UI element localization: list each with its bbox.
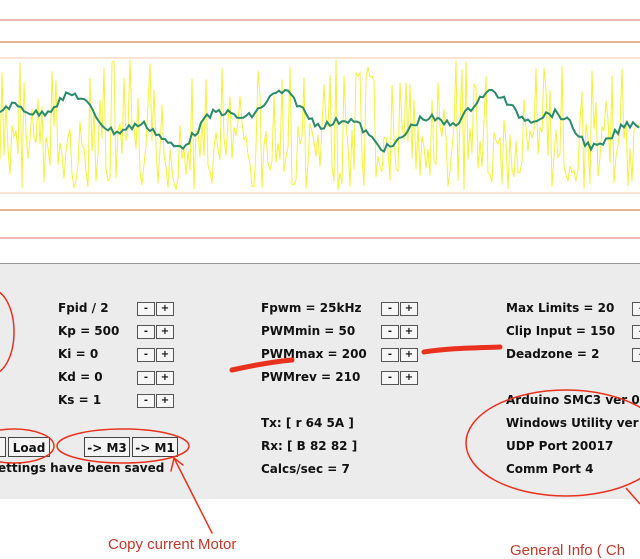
pwmrev-minus-button[interactable]: - (381, 371, 399, 385)
clip-input-stepper: - (632, 325, 640, 339)
comm-port: Comm Port 4 (506, 462, 594, 476)
save-button-partial[interactable] (0, 437, 6, 457)
copy-motor-note: Copy current Motor (108, 536, 237, 553)
feedback-trace (0, 88, 640, 153)
kd-minus-button[interactable]: - (137, 371, 155, 385)
udp-port: UDP Port 20017 (506, 439, 614, 453)
ks-plus-button[interactable]: + (156, 394, 174, 408)
ki-stepper: - + (137, 348, 175, 362)
pwmmin-minus-button[interactable]: - (381, 325, 399, 339)
param-pwmrev: PWMrev = 210 (261, 370, 361, 384)
load-button[interactable]: Load (8, 437, 50, 457)
deadzone-stepper: - (632, 348, 640, 362)
pwmrev-plus-button[interactable]: + (400, 371, 418, 385)
rx-readout: Rx: [ B 82 82 ] (261, 439, 358, 453)
param-kd: Kd = 0 (58, 370, 103, 384)
motor-plot (0, 0, 640, 255)
param-kp: Kp = 500 (58, 324, 120, 338)
arduino-version: Arduino SMC3 ver 0.61 (506, 393, 640, 407)
general-info-note: General Info ( Ch (510, 542, 626, 559)
plot-canvas (0, 19, 640, 239)
pwmmin-stepper: - + (381, 325, 419, 339)
clip-input-minus-button[interactable]: - (632, 325, 640, 339)
param-fpid: Fpid / 2 (58, 301, 109, 315)
fpwm-minus-button[interactable]: - (381, 302, 399, 316)
param-ki: Ki = 0 (58, 347, 99, 361)
pwmmax-minus-button[interactable]: - (381, 348, 399, 362)
drive-signal-trace (0, 59, 640, 192)
save-status-text: ettings have been saved (0, 461, 165, 475)
calcs-readout: Calcs/sec = 7 (261, 462, 350, 476)
kp-plus-button[interactable]: + (156, 325, 174, 339)
kp-minus-button[interactable]: - (137, 325, 155, 339)
pwmmin-plus-button[interactable]: + (400, 325, 418, 339)
fpid-plus-button[interactable]: + (156, 302, 174, 316)
drive-signal-line (0, 59, 640, 192)
param-clip-input: Clip Input = 150 (506, 324, 616, 338)
param-fpwm: Fpwm = 25kHz (261, 301, 362, 315)
fpid-stepper: - + (137, 302, 175, 316)
deadzone-minus-button[interactable]: - (632, 348, 640, 362)
pwmmax-stepper: - + (381, 348, 419, 362)
windows-utility-version: Windows Utility ver 0.0 (506, 416, 640, 430)
param-max-limits: Max Limits = 20 (506, 301, 615, 315)
feedback-line (0, 88, 640, 153)
kd-stepper: - + (137, 371, 175, 385)
kd-plus-button[interactable]: + (156, 371, 174, 385)
kp-stepper: - + (137, 325, 175, 339)
fpwm-stepper: - + (381, 302, 419, 316)
copy-to-m1-button[interactable]: -> M1 (132, 437, 178, 457)
param-ks: Ks = 1 (58, 393, 102, 407)
fpid-minus-button[interactable]: - (137, 302, 155, 316)
ks-stepper: - + (137, 394, 175, 408)
max-limits-minus-button[interactable]: - (632, 302, 640, 316)
copy-to-m3-button[interactable]: -> M3 (84, 437, 130, 457)
ki-minus-button[interactable]: - (137, 348, 155, 362)
ki-plus-button[interactable]: + (156, 348, 174, 362)
controls-panel: Fpid / 2 - + Kp = 500 - + Ki = 0 - + Kd … (0, 263, 640, 499)
param-deadzone: Deadzone = 2 (506, 347, 600, 361)
ks-minus-button[interactable]: - (137, 394, 155, 408)
pwmrev-stepper: - + (381, 371, 419, 385)
max-limits-stepper: - (632, 302, 640, 316)
pwmmax-plus-button[interactable]: + (400, 348, 418, 362)
tx-readout: Tx: [ r 64 5A ] (261, 416, 354, 430)
param-pwmmin: PWMmin = 50 (261, 324, 356, 338)
fpwm-plus-button[interactable]: + (400, 302, 418, 316)
param-pwmmax: PWMmax = 200 (261, 347, 367, 361)
